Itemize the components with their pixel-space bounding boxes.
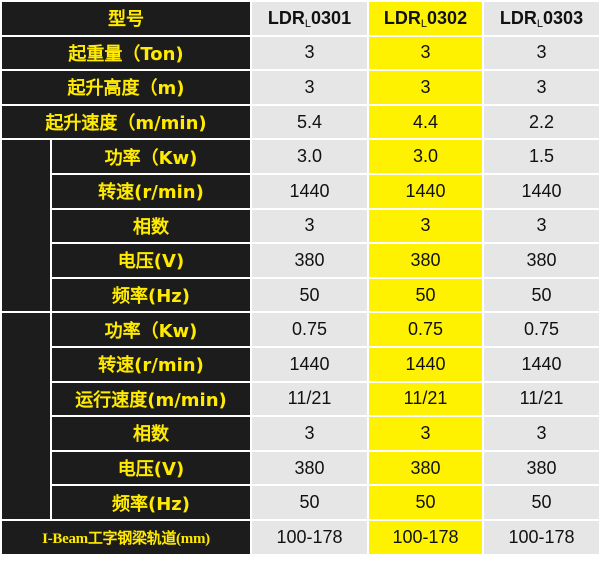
row-label: 转速(r/min) — [50, 172, 252, 210]
table-row: 运行速度(m/min) 11/21 11/21 11/21 — [1, 380, 600, 418]
table-cell: 3.0 — [367, 138, 484, 175]
table-cell: 50 — [367, 276, 484, 314]
table-cell: 3 — [367, 415, 484, 452]
table-row: 频率(Hz) 50 50 50 — [1, 484, 600, 521]
table-row: 功率（Kw) 3.0 3.0 1.5 — [0, 138, 600, 314]
table-cell: 50 — [482, 484, 600, 521]
table-row: 起升速度（m/min) 5.4 4.4 2.2 — [0, 103, 600, 141]
row-label: 电压(V) — [50, 242, 252, 279]
table-cell: 380 — [482, 449, 600, 487]
table-cell: 50 — [250, 484, 369, 521]
table-cell: 1440 — [367, 345, 484, 383]
group-label-motor-2 — [0, 311, 52, 521]
table-cell: 3 — [482, 34, 600, 72]
table-cell: 3 — [250, 69, 369, 106]
row-label: 转速(r/min) — [50, 345, 252, 383]
group-label-motor-1 — [0, 138, 52, 314]
table-cell: 3 — [367, 207, 484, 245]
table-cell: 5.4 — [250, 103, 369, 141]
model-header-label: 型号 — [0, 0, 252, 37]
table-row: 起重量（Ton) 3 3 3 — [0, 34, 600, 72]
table-row: 相数 3 3 3 — [1, 207, 600, 245]
table-row: 功率（Kw) 0.75 0.75 0.75 — [0, 311, 600, 521]
table-row: 电压(V) 380 380 380 — [1, 242, 600, 279]
table-cell: 3 — [482, 415, 600, 452]
row-label: I-Beam工字钢梁轨道(mm) — [0, 518, 252, 556]
table-cell: 3 — [367, 34, 484, 72]
table-row: 起升高度（m) 3 3 3 — [0, 69, 600, 106]
model-header-3: LDRL0303 — [482, 0, 600, 37]
table-cell: 1440 — [250, 172, 369, 210]
table-cell: 3 — [482, 207, 600, 245]
table-cell: 50 — [250, 276, 369, 314]
row-label: 频率(Hz) — [50, 484, 252, 521]
row-label: 运行速度(m/min) — [50, 380, 252, 418]
table-cell: 380 — [367, 449, 484, 487]
table-cell: 0.75 — [367, 311, 484, 348]
table-cell: 1440 — [482, 345, 600, 383]
table-cell: 100-178 — [250, 518, 369, 556]
table-cell: 3 — [250, 415, 369, 452]
table-row: 频率(Hz) 50 50 50 — [1, 276, 600, 314]
row-label: 相数 — [50, 415, 252, 452]
table-cell: 4.4 — [367, 103, 484, 141]
row-label: 起升高度（m) — [0, 69, 252, 106]
table-cell: 11/21 — [367, 380, 484, 418]
table-cell: 1440 — [250, 345, 369, 383]
row-label: 频率(Hz) — [50, 276, 252, 314]
table-cell: 3 — [367, 69, 484, 106]
table-cell: 380 — [367, 242, 484, 279]
table-cell: 1440 — [367, 172, 484, 210]
table-cell: 0.75 — [482, 311, 600, 348]
table-cell: 100-178 — [482, 518, 600, 556]
row-label: 功率（Kw) — [50, 138, 252, 175]
table-cell: 2.2 — [482, 103, 600, 141]
table-cell: 380 — [250, 242, 369, 279]
table-cell: 380 — [482, 242, 600, 279]
table-row: 转速(r/min) 1440 1440 1440 — [1, 172, 600, 210]
table-cell: 1.5 — [482, 138, 600, 175]
table-row: 电压(V) 380 380 380 — [1, 449, 600, 487]
table-cell: 100-178 — [367, 518, 484, 556]
row-label: 起升速度（m/min) — [0, 103, 252, 141]
row-label: 相数 — [50, 207, 252, 245]
row-label: 功率（Kw) — [50, 311, 252, 348]
table-row: 转速(r/min) 1440 1440 1440 — [1, 345, 600, 383]
table-cell: 1440 — [482, 172, 600, 210]
model-header-1: LDRL0301 — [250, 0, 369, 37]
table-cell: 380 — [250, 449, 369, 487]
table-cell: 11/21 — [482, 380, 600, 418]
header-row: 型号 LDRL0301 LDRL0302 LDRL0303 — [0, 0, 600, 37]
table-cell: 3 — [250, 34, 369, 72]
table-row: I-Beam工字钢梁轨道(mm) 100-178 100-178 100-178 — [0, 518, 600, 556]
row-label: 起重量（Ton) — [0, 34, 252, 72]
table-row: 相数 3 3 3 — [1, 415, 600, 452]
table-cell: 50 — [367, 484, 484, 521]
table-cell: 3 — [250, 207, 369, 245]
table-cell: 0.75 — [250, 311, 369, 348]
table-cell: 50 — [482, 276, 600, 314]
row-label: 电压(V) — [50, 449, 252, 487]
table-cell: 3 — [482, 69, 600, 106]
table-cell: 11/21 — [250, 380, 369, 418]
model-header-2: LDRL0302 — [367, 0, 484, 37]
table-cell: 3.0 — [250, 138, 369, 175]
